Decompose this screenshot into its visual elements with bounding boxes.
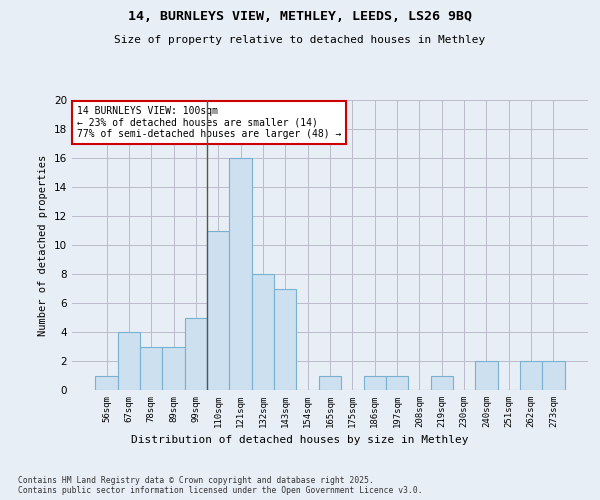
- Bar: [140, 346, 163, 390]
- Bar: [386, 376, 408, 390]
- Text: Distribution of detached houses by size in Methley: Distribution of detached houses by size …: [131, 435, 469, 445]
- Bar: [163, 346, 185, 390]
- Bar: [542, 361, 565, 390]
- Bar: [207, 230, 229, 390]
- Bar: [252, 274, 274, 390]
- Bar: [431, 376, 453, 390]
- Bar: [95, 376, 118, 390]
- Bar: [118, 332, 140, 390]
- Text: 14, BURNLEYS VIEW, METHLEY, LEEDS, LS26 9BQ: 14, BURNLEYS VIEW, METHLEY, LEEDS, LS26 …: [128, 10, 472, 23]
- Bar: [475, 361, 497, 390]
- Bar: [520, 361, 542, 390]
- Bar: [185, 318, 207, 390]
- Text: Contains HM Land Registry data © Crown copyright and database right 2025.
Contai: Contains HM Land Registry data © Crown c…: [18, 476, 422, 495]
- Text: 14 BURNLEYS VIEW: 100sqm
← 23% of detached houses are smaller (14)
77% of semi-d: 14 BURNLEYS VIEW: 100sqm ← 23% of detach…: [77, 106, 341, 139]
- Bar: [274, 288, 296, 390]
- Bar: [364, 376, 386, 390]
- Text: Size of property relative to detached houses in Methley: Size of property relative to detached ho…: [115, 35, 485, 45]
- Y-axis label: Number of detached properties: Number of detached properties: [38, 154, 49, 336]
- Bar: [319, 376, 341, 390]
- Bar: [229, 158, 252, 390]
